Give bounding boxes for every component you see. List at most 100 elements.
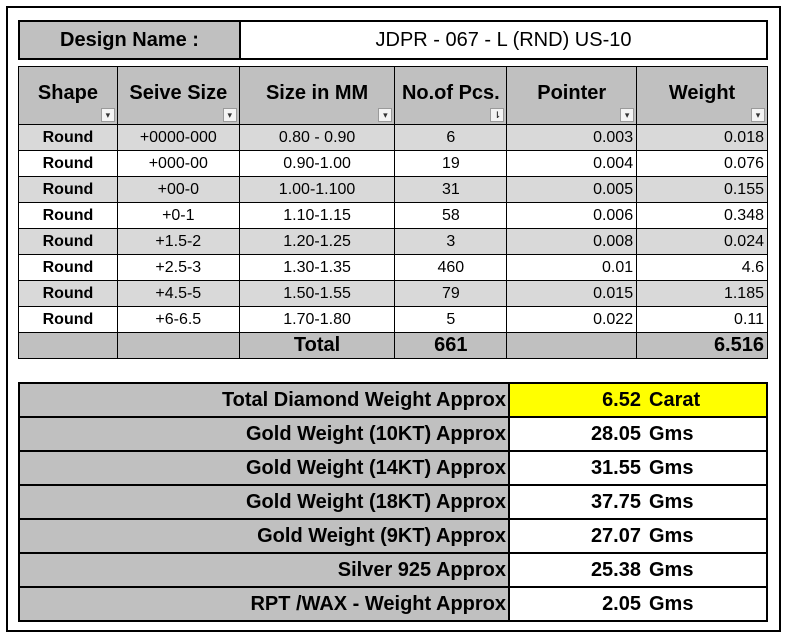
pcs-cell[interactable]: 19 <box>394 150 508 177</box>
summary-number: 31.55 <box>590 456 641 479</box>
summary-unit: Gms <box>649 456 694 479</box>
summary-number: 25.38 <box>590 558 641 581</box>
shape-cell[interactable]: Round <box>18 176 118 203</box>
summary-value[interactable]: 31.55 Gms <box>508 450 768 486</box>
seive-size-cell[interactable]: +0000-000 <box>116 124 240 151</box>
size-mm-cell[interactable]: 1.00-1.100 <box>238 176 396 203</box>
weight-cell[interactable]: 0.155 <box>636 176 768 203</box>
summary-value[interactable]: 2.05 Gms <box>508 586 768 622</box>
header-shape: Shape ▾ <box>18 66 118 125</box>
shape-cell[interactable]: Round <box>18 280 118 307</box>
pcs-cell[interactable]: 79 <box>394 280 508 307</box>
seive-size-cell[interactable]: +000-00 <box>116 150 240 177</box>
weight-cell[interactable]: 0.11 <box>636 306 768 333</box>
table-row: Round +00-0 1.00-1.100 31 0.005 0.155 <box>18 176 768 203</box>
pointer-cell[interactable]: 0.004 <box>506 150 638 177</box>
summary-unit: Gms <box>649 422 694 445</box>
seive-size-cell[interactable]: +00-0 <box>116 176 240 203</box>
seive-size-cell[interactable]: +1.5-2 <box>116 228 240 255</box>
seive-size-cell[interactable]: +6-6.5 <box>116 306 240 333</box>
summary-label: RPT /WAX - Weight Approx <box>18 586 510 622</box>
total-row: Total 661 6.516 <box>18 332 768 359</box>
summary-row: Gold Weight (14KT) Approx 31.55 Gms <box>18 450 768 486</box>
design-name-label: Design Name : <box>18 20 241 60</box>
size-mm-cell[interactable]: 0.90-1.00 <box>238 150 396 177</box>
total-pcs: 661 <box>394 332 508 359</box>
size-mm-cell[interactable]: 1.10-1.15 <box>238 202 396 229</box>
dropdown-arrow-icon[interactable]: ▾ <box>100 108 115 122</box>
summary-unit: Gms <box>649 524 694 547</box>
table-row: Round +000-00 0.90-1.00 19 0.004 0.076 <box>18 150 768 177</box>
weight-cell[interactable]: 0.076 <box>636 150 768 177</box>
weight-cell[interactable]: 1.185 <box>636 280 768 307</box>
summary-unit: Gms <box>649 592 694 615</box>
header-pcs: No.of Pcs. ⇂ <box>394 66 508 125</box>
summary-value[interactable]: 25.38 Gms <box>508 552 768 588</box>
size-mm-cell[interactable]: 1.50-1.55 <box>238 280 396 307</box>
pointer-cell[interactable]: 0.006 <box>506 202 638 229</box>
pcs-cell[interactable]: 58 <box>394 202 508 229</box>
pointer-cell[interactable]: 0.01 <box>506 254 638 281</box>
header-seive-size: Seive Size ▾ <box>116 66 240 125</box>
summary-unit: Gms <box>649 558 694 581</box>
summary-value[interactable]: 27.07 Gms <box>508 518 768 554</box>
summary-table: Total Diamond Weight Approx 6.52 Carat Gold… <box>18 382 768 622</box>
header-weight: Weight ▾ <box>636 66 768 125</box>
size-mm-cell[interactable]: 1.20-1.25 <box>238 228 396 255</box>
summary-row: Silver 925 Approx 25.38 Gms <box>18 552 768 588</box>
summary-row: Gold Weight (10KT) Approx 28.05 Gms <box>18 416 768 452</box>
pointer-cell[interactable]: 0.005 <box>506 176 638 203</box>
pointer-cell[interactable]: 0.003 <box>506 124 638 151</box>
weight-cell[interactable]: 0.348 <box>636 202 768 229</box>
dropdown-arrow-icon[interactable]: ▾ <box>751 108 765 122</box>
summary-value[interactable]: 37.75 Gms <box>508 484 768 520</box>
seive-size-cell[interactable]: +0-1 <box>116 202 240 229</box>
total-label: Total <box>238 332 396 359</box>
pointer-cell[interactable]: 0.022 <box>506 306 638 333</box>
summary-value[interactable]: 6.52 Carat <box>508 382 768 418</box>
pointer-cell[interactable]: 0.015 <box>506 280 638 307</box>
summary-number: 2.05 <box>602 592 641 615</box>
weight-cell[interactable]: 4.6 <box>636 254 768 281</box>
size-mm-cell[interactable]: 0.80 - 0.90 <box>238 124 396 151</box>
shape-cell[interactable]: Round <box>18 306 118 333</box>
weight-cell[interactable]: 0.024 <box>636 228 768 255</box>
pointer-cell[interactable]: 0.008 <box>506 228 638 255</box>
pcs-cell[interactable]: 5 <box>394 306 508 333</box>
shape-cell[interactable]: Round <box>18 202 118 229</box>
pcs-cell[interactable]: 31 <box>394 176 508 203</box>
sheet-frame <box>6 6 781 632</box>
shape-cell[interactable]: Round <box>18 228 118 255</box>
dropdown-arrow-icon[interactable]: ▾ <box>620 108 635 122</box>
sort-filter-icon[interactable]: ⇂ <box>490 108 505 122</box>
pcs-cell[interactable]: 3 <box>394 228 508 255</box>
weight-cell[interactable]: 0.018 <box>636 124 768 151</box>
summary-row: Gold Weight (9KT) Approx 27.07 Gms <box>18 518 768 554</box>
dropdown-arrow-icon[interactable]: ▾ <box>378 108 393 122</box>
summary-number: 37.75 <box>590 490 641 513</box>
stone-details-table: Shape ▾ Seive Size ▾ Size in MM ▾ No.of Pcs… <box>18 66 768 359</box>
summary-label: Gold Weight (9KT) Approx <box>18 518 510 554</box>
total-empty-cell <box>18 332 118 359</box>
table-row: Round +6-6.5 1.70-1.80 5 0.022 0.11 <box>18 306 768 333</box>
summary-unit: Carat <box>649 388 701 411</box>
shape-cell[interactable]: Round <box>18 254 118 281</box>
seive-size-cell[interactable]: +2.5-3 <box>116 254 240 281</box>
summary-number: 27.07 <box>590 524 641 547</box>
shape-cell[interactable]: Round <box>18 124 118 151</box>
table-row: Round +1.5-2 1.20-1.25 3 0.008 0.024 <box>18 228 768 255</box>
pcs-cell[interactable]: 460 <box>394 254 508 281</box>
size-mm-cell[interactable]: 1.30-1.35 <box>238 254 396 281</box>
header-row: Shape ▾ Seive Size ▾ Size in MM ▾ No.of Pcs… <box>18 66 768 125</box>
header-pointer: Pointer ▾ <box>506 66 638 125</box>
table-row: Round +0000-000 0.80 - 0.90 6 0.003 0.018 <box>18 124 768 151</box>
design-name-value[interactable]: JDPR - 067 - L (RND) US-10 <box>239 20 768 60</box>
seive-size-cell[interactable]: +4.5-5 <box>116 280 240 307</box>
summary-label: Gold Weight (18KT) Approx <box>18 484 510 520</box>
dropdown-arrow-icon[interactable]: ▾ <box>222 108 237 122</box>
size-mm-cell[interactable]: 1.70-1.80 <box>238 306 396 333</box>
shape-cell[interactable]: Round <box>18 150 118 177</box>
pcs-cell[interactable]: 6 <box>394 124 508 151</box>
header-size-mm: Size in MM ▾ <box>238 66 396 125</box>
summary-value[interactable]: 28.05 Gms <box>508 416 768 452</box>
